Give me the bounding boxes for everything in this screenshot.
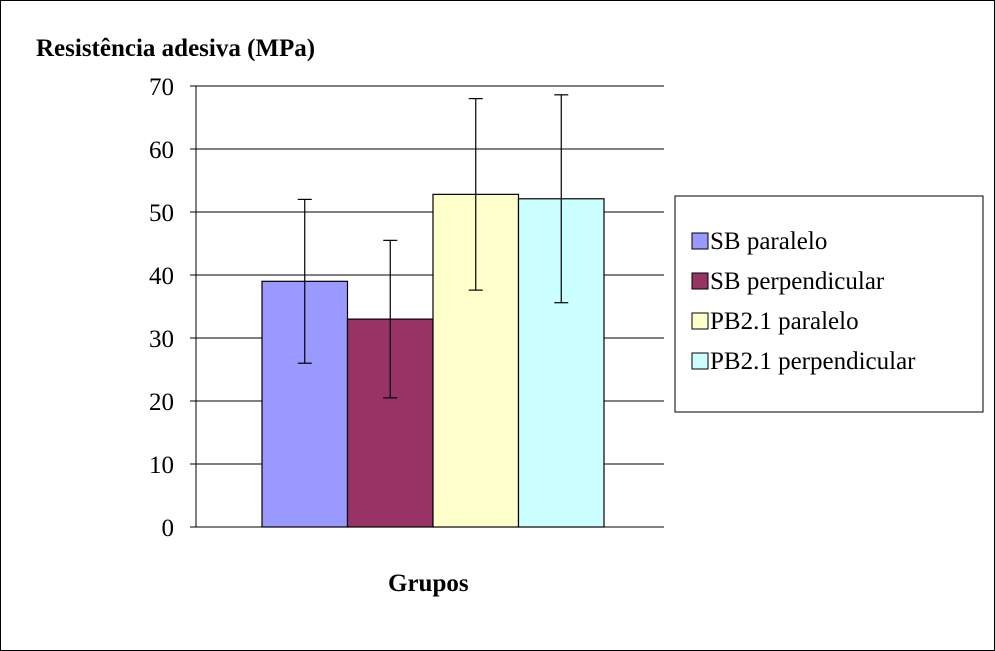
legend-label-3: PB2.1 paralelo bbox=[710, 308, 859, 335]
legend-swatch-4 bbox=[691, 352, 709, 370]
y-tick-label: 0 bbox=[162, 515, 175, 542]
legend-swatch-3 bbox=[691, 312, 709, 330]
legend-swatch-2 bbox=[691, 272, 709, 290]
y-tick-label: 60 bbox=[149, 137, 174, 164]
legend-label-2: SB perpendicular bbox=[710, 268, 885, 295]
legend-label-4: PB2.1 perpendicular bbox=[710, 348, 916, 375]
y-tick-label: 40 bbox=[149, 263, 174, 290]
y-tick-label: 10 bbox=[149, 452, 174, 479]
y-tick-label: 70 bbox=[149, 74, 174, 101]
legend-box bbox=[674, 195, 984, 413]
y-axis-title: Resistência adesiva (MPa) bbox=[36, 35, 316, 62]
legend-swatch-1 bbox=[691, 232, 709, 250]
y-tick-label: 20 bbox=[149, 389, 174, 416]
legend-label-1: SB paralelo bbox=[710, 228, 827, 255]
x-axis-title: Grupos bbox=[388, 570, 469, 597]
y-tick-label: 30 bbox=[149, 326, 174, 353]
y-tick-label: 50 bbox=[149, 200, 174, 227]
